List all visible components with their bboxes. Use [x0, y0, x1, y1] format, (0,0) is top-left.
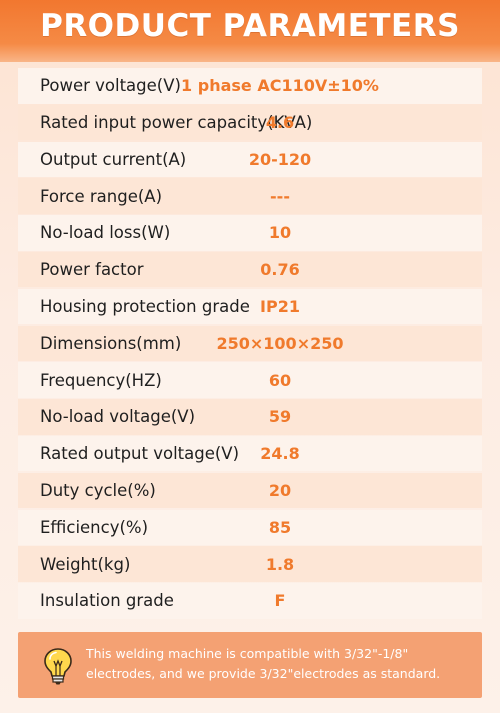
lightbulb-icon — [42, 646, 74, 686]
page-title: PRODUCT PARAMETERS — [40, 8, 460, 44]
param-label: No-load voltage(V) — [40, 407, 196, 427]
table-row: Housing protection grade IP21 — [18, 288, 482, 325]
param-value: 10 — [268, 223, 292, 243]
table-row: Efficiency(%) 85 — [18, 509, 482, 546]
param-value: --- — [270, 186, 290, 206]
param-label: Rated input power capacity(KVA) — [40, 113, 313, 133]
table-row: Force range(A) --- — [18, 178, 482, 214]
table-row: Insulation grade F — [18, 583, 482, 619]
header-banner: PRODUCT PARAMETERS — [0, 0, 500, 62]
param-label: Rated output voltage(V) — [40, 444, 240, 464]
param-value: IP21 — [260, 297, 300, 317]
param-value: 60 — [268, 370, 292, 390]
param-value: 24.8 — [260, 444, 300, 464]
param-label: Frequency(HZ) — [40, 370, 162, 390]
param-label: Dimensions(mm) — [40, 333, 182, 353]
table-row: Duty cycle(%) 20 — [18, 472, 482, 509]
table-row: No-load voltage(V) 59 — [18, 399, 482, 435]
table-row: Output current(A) 20-120 — [18, 141, 482, 178]
param-value: F — [274, 591, 286, 611]
param-label: Output current(A) — [40, 149, 187, 169]
table-row: Dimensions(mm) 250×100×250 — [18, 325, 482, 362]
param-label: Duty cycle(%) — [40, 481, 156, 501]
param-value: 20-120 — [248, 149, 312, 169]
table-row: Rated output voltage(V) 24.8 — [18, 435, 482, 472]
param-label: No-load loss(W) — [40, 223, 171, 243]
param-label: Housing protection grade — [40, 297, 250, 317]
note-text: This welding machine is compatible with … — [86, 646, 441, 681]
electrode-note: This welding machine is compatible with … — [18, 632, 482, 698]
table-row: No-load loss(W) 10 — [18, 215, 482, 251]
table-row: Rated input power capacity(KVA) 4.6 — [18, 104, 482, 141]
param-value: 250×100×250 — [216, 333, 344, 353]
table-row: Frequency(HZ) 60 — [18, 362, 482, 398]
param-value: 59 — [268, 407, 292, 427]
table-row: Weight(kg) 1.8 — [18, 546, 482, 582]
param-value: 0.76 — [260, 260, 300, 280]
param-label: Insulation grade — [40, 591, 174, 611]
table-row: Power factor 0.76 — [18, 251, 482, 288]
param-label: Power voltage(V) — [40, 76, 181, 96]
param-label: Power factor — [40, 260, 144, 280]
param-label: Force range(A) — [40, 186, 163, 206]
param-value: 1.8 — [265, 554, 295, 574]
table-row: Power voltage(V) 1 phase AC110V±10% — [18, 68, 482, 104]
param-value: 1 phase AC110V±10% — [181, 76, 379, 96]
param-label: Weight(kg) — [40, 554, 131, 574]
param-value: 85 — [268, 517, 292, 537]
parameters-table: Power voltage(V) 1 phase AC110V±10% Rate… — [18, 68, 482, 620]
param-label: Efficiency(%) — [40, 517, 149, 537]
param-value: 20 — [268, 481, 292, 501]
param-value: 4.6 — [265, 113, 295, 133]
